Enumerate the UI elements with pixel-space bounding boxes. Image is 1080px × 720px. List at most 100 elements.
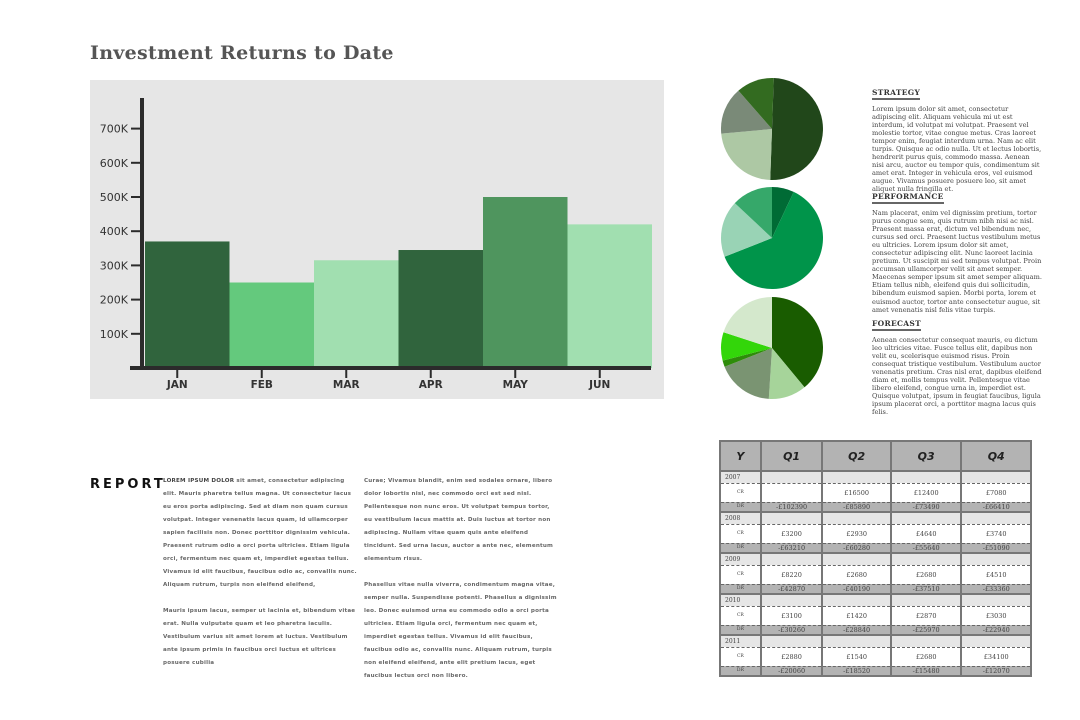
bar-jun <box>567 224 652 368</box>
bar-feb <box>229 282 314 368</box>
section-heading: FORECAST <box>872 319 921 331</box>
table-row: 2010 <box>719 594 1032 607</box>
column-header: Q4 <box>960 441 1032 472</box>
x-tick-label: MAR <box>333 379 360 391</box>
pie-3-slice <box>723 297 772 348</box>
pie-2-slice <box>724 191 824 290</box>
report-column-2: Curae; Vivamus blandit, enim sed sodales… <box>364 475 559 696</box>
pie-2-slice <box>721 203 772 257</box>
table-cell: £16500 <box>821 483 892 503</box>
section-heading: PERFORMANCE <box>872 192 944 204</box>
pie-2-slice <box>734 187 772 238</box>
section-body: Lorem ipsum dolor sit amet, consectetur … <box>872 105 1042 194</box>
table-cell <box>889 594 963 607</box>
table-cell: -£42870 <box>759 584 824 595</box>
pie-2-slice <box>772 187 794 238</box>
table-row: CR £2880 £1540 £2680 £34100 <box>719 647 1032 667</box>
table-cell <box>759 553 824 566</box>
table-cell: -£60280 <box>821 543 892 554</box>
table-cell: CR <box>719 524 762 544</box>
table-cell <box>821 635 892 648</box>
bar-mar <box>314 260 399 368</box>
table-cell <box>821 471 892 484</box>
table-cell: CR <box>719 565 762 585</box>
x-tick-label: JUN <box>588 379 610 391</box>
table-cell: £2680 <box>821 565 892 585</box>
bar-chart: 100K 200K 300K 400K 500K 600K 700K JAN FEB MAR APR… <box>100 98 652 391</box>
table-cell: 2007 <box>719 471 762 484</box>
y-tick-label: 200K <box>100 294 129 307</box>
table-cell: £1420 <box>821 606 892 626</box>
pie-3-slice <box>722 348 772 367</box>
table-cell: 2011 <box>719 635 762 648</box>
table-cell: £8220 <box>759 565 824 585</box>
table-cell: £7080 <box>960 483 1032 503</box>
table-cell: -£15480 <box>889 666 963 677</box>
table-header: Y Q1 Q2 Q3 Q4 <box>719 441 1032 472</box>
returns-table: Y Q1 Q2 Q3 Q4 2007 CR £16500 £12400 £7080 DR -£102… <box>719 440 1032 677</box>
table-cell: 2008 <box>719 512 762 525</box>
table-cell <box>759 512 824 525</box>
table-cell <box>821 594 892 607</box>
table-cell: CR <box>719 606 762 626</box>
table-cell: £3030 <box>960 606 1032 626</box>
table-cell: -£55640 <box>889 543 963 554</box>
report-lead: LOREM IPSUM DOLOR <box>163 478 235 484</box>
table-cell: DR <box>719 543 762 554</box>
table-row: 2007 <box>719 471 1032 484</box>
table-row: CR £16500 £12400 £7080 <box>719 483 1032 503</box>
table-row: DR -£63210 -£60280 -£55640 -£51090 <box>719 543 1032 554</box>
section-body: Aenean consectetur consequat mauris, eu … <box>872 336 1042 417</box>
table-cell <box>821 512 892 525</box>
table-cell: DR <box>719 584 762 595</box>
section-heading: STRATEGY <box>872 88 921 100</box>
table-cell <box>960 594 1032 607</box>
table-cell: -£66410 <box>960 502 1032 513</box>
table-cell: CR <box>719 647 762 667</box>
table-cell <box>889 471 963 484</box>
table-cell: -£85890 <box>821 502 892 513</box>
table-row: 2011 <box>719 635 1032 648</box>
table-cell: £2880 <box>759 647 824 667</box>
report-heading: REPORT <box>90 477 166 492</box>
table-cell: 2010 <box>719 594 762 607</box>
x-tick-label: JAN <box>166 379 188 391</box>
y-tick-label: 400K <box>100 225 129 238</box>
table-cell: £4510 <box>960 565 1032 585</box>
table-cell: -£33360 <box>960 584 1032 595</box>
column-header: Y <box>719 441 762 472</box>
table-cell: -£37510 <box>889 584 963 595</box>
pie-3-slice <box>724 348 772 399</box>
pie-3-slice <box>721 332 772 361</box>
table-cell: DR <box>719 625 762 636</box>
table-cell: £3100 <box>759 606 824 626</box>
y-tick-label: 600K <box>100 157 129 170</box>
table-cell <box>960 512 1032 525</box>
table-cell: -£63210 <box>759 543 824 554</box>
table-row: 2008 <box>719 512 1032 525</box>
section-forecast: FORECAST Aenean consectetur consequat ma… <box>872 311 1042 416</box>
table-row: CR £3200 £2930 £4640 £3740 <box>719 524 1032 544</box>
x-tick-label: MAY <box>503 379 529 391</box>
y-tick-label: 100K <box>100 328 129 341</box>
table-cell <box>759 483 824 503</box>
table-cell: £2680 <box>889 565 963 585</box>
section-body: Nam placerat, enim vel dignissim pretium… <box>872 209 1042 314</box>
table-row: 2009 <box>719 553 1032 566</box>
table-row: DR -£102390 -£85890 -£73490 -£66410 <box>719 502 1032 513</box>
table-cell: £4640 <box>889 524 963 544</box>
table-cell: £12400 <box>889 483 963 503</box>
table-cell: -£25970 <box>889 625 963 636</box>
table-cell <box>960 635 1032 648</box>
table-cell: -£102390 <box>759 502 824 513</box>
y-tick-label: 500K <box>100 191 129 204</box>
table-cell: £2870 <box>889 606 963 626</box>
report-column-1: LOREM IPSUM DOLOR sit amet, consectetur … <box>163 475 358 683</box>
report-paragraph: Mauris ipsum lacus, semper ut lacinia et… <box>163 608 356 666</box>
pie-3-slice <box>772 297 823 388</box>
bar-apr <box>398 250 483 368</box>
column-header: Q2 <box>821 441 892 472</box>
section-performance: PERFORMANCE Nam placerat, enim vel digni… <box>872 184 1042 314</box>
table-cell: -£28840 <box>821 625 892 636</box>
table-cell: £2680 <box>889 647 963 667</box>
